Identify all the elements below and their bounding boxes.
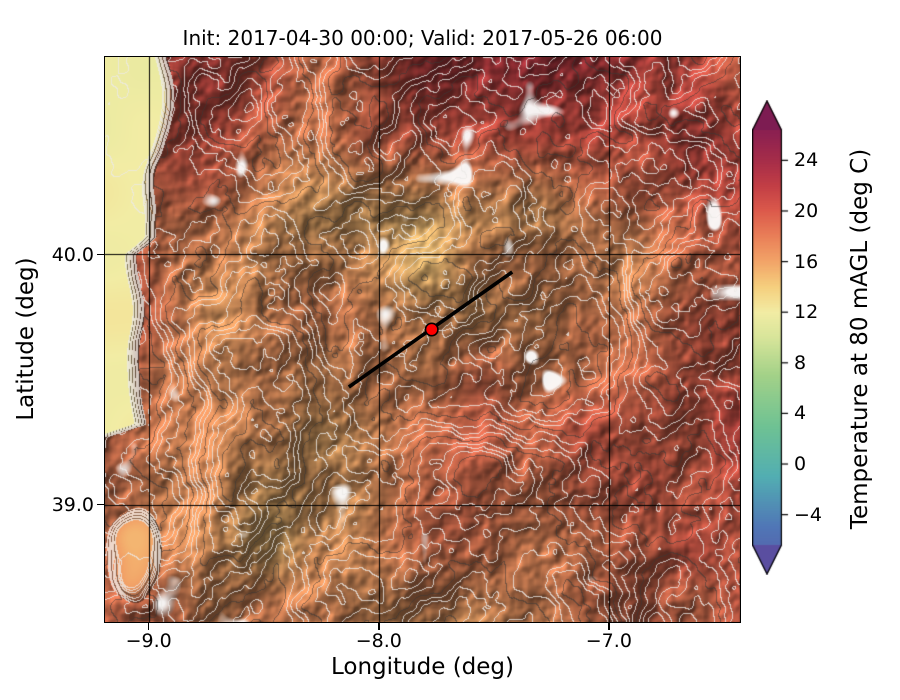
- x-tick-label: −8.0: [355, 630, 402, 652]
- colorbar-tick-label: 0: [794, 453, 807, 476]
- colorbar-tick-label: 12: [794, 301, 819, 324]
- y-tick-mark: [97, 503, 104, 506]
- x-tick-mark: [608, 623, 610, 630]
- colorbar-tick-label: 4: [794, 402, 807, 425]
- colorbar-label: Temperature at 80 mAGL (deg C): [847, 148, 873, 530]
- x-axis-label: Longitude (deg): [330, 654, 514, 680]
- colorbar-tick-label: 16: [794, 250, 819, 273]
- y-tick-label: 40.0: [51, 243, 94, 266]
- colorbar-tick-label: −4: [794, 503, 823, 526]
- figure-title: Init: 2017-04-30 00:00; Valid: 2017-05-2…: [182, 26, 663, 50]
- colorbar: [752, 100, 790, 575]
- x-tick-label: −7.0: [585, 630, 632, 652]
- x-tick-label: −9.0: [125, 630, 172, 652]
- y-tick-mark: [97, 253, 104, 256]
- map-plot-area: [104, 56, 741, 623]
- y-axis-label: Latitude (deg): [13, 257, 39, 421]
- temperature-map-canvas: [105, 57, 740, 622]
- colorbar-tick-label: 24: [794, 149, 819, 172]
- colorbar-tick-label: 8: [794, 351, 807, 374]
- colorbar-tick-label: 20: [794, 199, 819, 222]
- x-tick-mark: [147, 623, 150, 630]
- y-tick-label: 39.0: [51, 493, 94, 516]
- x-tick-mark: [378, 623, 380, 630]
